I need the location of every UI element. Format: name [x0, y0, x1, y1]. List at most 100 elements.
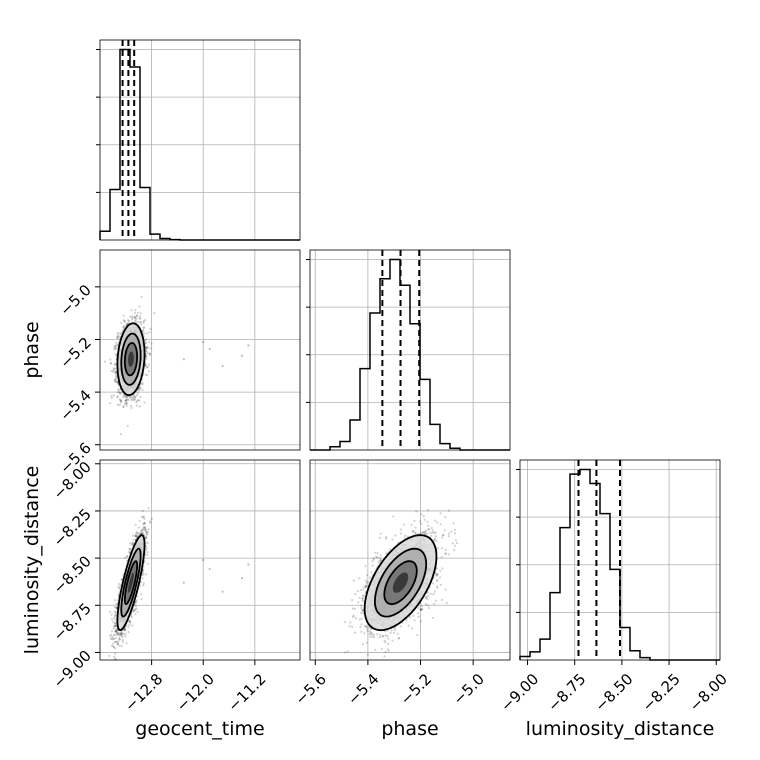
- sample-point: [117, 640, 120, 643]
- sample-point: [143, 319, 146, 322]
- sample-point: [114, 347, 117, 350]
- sample-point: [131, 316, 134, 319]
- sample-point: [130, 406, 133, 410]
- sample-point: [144, 573, 148, 576]
- sample-point: [132, 538, 135, 541]
- sample-point: [148, 331, 151, 334]
- sample-point: [129, 396, 132, 399]
- sample-point: [118, 389, 121, 392]
- hist-geocent-time-bg: [100, 40, 300, 240]
- sample-point: [127, 631, 130, 634]
- sample-point: [108, 654, 111, 658]
- sample-point: [119, 401, 122, 404]
- sample-point: [141, 389, 144, 392]
- sample-point: [153, 312, 156, 315]
- sample-point: [122, 405, 125, 408]
- sample-point: [109, 358, 112, 361]
- hist-geocent-time-frame: [99, 39, 301, 241]
- sample-point: [131, 542, 134, 545]
- sample-point: [120, 399, 123, 403]
- hist-phase-bg: [310, 250, 510, 450]
- sample-point: [135, 394, 139, 397]
- sample-point: [136, 532, 139, 535]
- sample-point: [142, 332, 145, 335]
- sample-point: [113, 363, 116, 367]
- sample-point: [134, 309, 137, 312]
- sample-point: [112, 616, 115, 619]
- sample-point: [110, 644, 114, 648]
- sample-point: [142, 573, 145, 576]
- sample-point: [145, 350, 148, 353]
- sample-point: [112, 370, 115, 373]
- sample-point: [124, 556, 127, 560]
- sample-point: [118, 644, 121, 648]
- sample-point: [114, 367, 117, 370]
- sample-point: [150, 517, 154, 520]
- sample-point: [122, 394, 125, 397]
- sample-point: [116, 335, 119, 338]
- sample-point: [119, 321, 122, 324]
- sample-point: [114, 372, 117, 375]
- sample-point: [112, 642, 115, 645]
- sample-point: [149, 327, 152, 330]
- sample-point: [116, 380, 119, 383]
- sample-point: [136, 311, 140, 314]
- sample-point: [117, 337, 120, 340]
- sample-point: [114, 345, 117, 348]
- sample-point: [110, 613, 113, 616]
- sample-point: [136, 320, 139, 324]
- sample-point: [128, 547, 132, 550]
- sample-point: [140, 323, 143, 326]
- sample-point: [143, 401, 146, 404]
- sample-point: [123, 403, 126, 406]
- sample-point: [142, 320, 145, 323]
- sample-point: [135, 401, 138, 404]
- sample-point: [149, 347, 152, 350]
- sample-point: [140, 598, 143, 601]
- sample-point: [142, 582, 145, 585]
- sample-point: [116, 333, 119, 336]
- sample-point: [135, 400, 138, 403]
- sample-point: [129, 404, 133, 407]
- sample-point: [113, 605, 116, 608]
- sample-point: [138, 315, 141, 318]
- sample-point: [121, 640, 124, 644]
- sample-point: [123, 320, 126, 323]
- sample-point: [134, 608, 137, 611]
- sample-point: [127, 398, 130, 402]
- sample-point: [122, 326, 125, 329]
- hist-phase-frame: [309, 249, 511, 451]
- sample-point: [145, 338, 148, 341]
- sample-point: [142, 327, 145, 330]
- sample-point: [113, 655, 116, 658]
- sample-point: [140, 515, 143, 519]
- sample-point: [116, 642, 119, 646]
- sample-point: [137, 526, 140, 529]
- sample-point: [131, 396, 134, 399]
- sample-point: [114, 353, 117, 356]
- sample-point: [120, 644, 123, 647]
- sample-point: [127, 625, 130, 629]
- sample-point: [143, 517, 146, 521]
- sample-point: [118, 391, 121, 394]
- sample-point: [125, 397, 128, 400]
- sample-point: [125, 402, 128, 405]
- sample-point: [140, 295, 143, 299]
- sample-point: [134, 395, 137, 398]
- sample-point: [138, 405, 141, 408]
- sample-point: [120, 631, 123, 634]
- sample-point: [202, 341, 205, 344]
- sample-point: [117, 388, 120, 391]
- sample-point: [116, 396, 119, 399]
- sample-point: [139, 387, 142, 390]
- sample-point: [141, 577, 144, 580]
- sample-point: [116, 403, 119, 406]
- sample-point: [126, 555, 129, 558]
- sample-point: [139, 317, 142, 320]
- sample-point: [117, 632, 120, 635]
- sample-point: [247, 344, 250, 347]
- sample-point: [133, 398, 136, 401]
- sample-point: [128, 319, 131, 323]
- sample-point: [113, 371, 116, 374]
